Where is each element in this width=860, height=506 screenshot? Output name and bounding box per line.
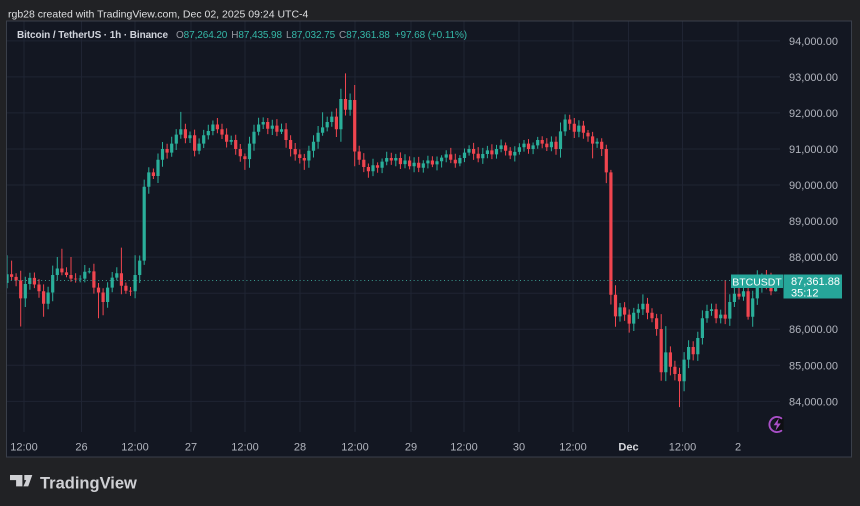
svg-text:94,000.00: 94,000.00 bbox=[789, 36, 838, 48]
svg-text:12:00: 12:00 bbox=[10, 442, 38, 454]
svg-text:91,000.00: 91,000.00 bbox=[789, 144, 838, 156]
svg-text:87,361.88: 87,361.88 bbox=[791, 276, 840, 288]
svg-text:2: 2 bbox=[735, 442, 741, 454]
svg-text:Bitcoin / TetherUS · 1h · Bina: Bitcoin / TetherUS · 1h · Binance O87,264… bbox=[17, 30, 467, 41]
svg-text:BTCUSDT: BTCUSDT bbox=[732, 277, 782, 289]
svg-text:12:00: 12:00 bbox=[669, 442, 697, 454]
svg-text:12:00: 12:00 bbox=[341, 442, 369, 454]
svg-text:90,000.00: 90,000.00 bbox=[789, 180, 838, 192]
svg-text:27: 27 bbox=[185, 442, 197, 454]
svg-text:35:12: 35:12 bbox=[791, 288, 819, 300]
svg-text:85,000.00: 85,000.00 bbox=[789, 360, 838, 372]
svg-text:29: 29 bbox=[405, 442, 417, 454]
svg-text:rgb28 created with TradingView: rgb28 created with TradingView.com, Dec … bbox=[8, 9, 309, 21]
svg-text:86,000.00: 86,000.00 bbox=[789, 324, 838, 336]
svg-text:Dec: Dec bbox=[618, 442, 638, 454]
svg-text:12:00: 12:00 bbox=[231, 442, 259, 454]
svg-text:28: 28 bbox=[294, 442, 306, 454]
svg-text:84,000.00: 84,000.00 bbox=[789, 396, 838, 408]
svg-text:88,000.00: 88,000.00 bbox=[789, 252, 838, 264]
svg-text:30: 30 bbox=[513, 442, 525, 454]
svg-text:92,000.00: 92,000.00 bbox=[789, 108, 838, 120]
svg-text:12:00: 12:00 bbox=[121, 442, 149, 454]
svg-text:26: 26 bbox=[75, 442, 87, 454]
svg-text:89,000.00: 89,000.00 bbox=[789, 216, 838, 228]
svg-text:TradingView: TradingView bbox=[40, 475, 137, 493]
svg-text:93,000.00: 93,000.00 bbox=[789, 72, 838, 84]
svg-text:12:00: 12:00 bbox=[559, 442, 587, 454]
svg-text:12:00: 12:00 bbox=[450, 442, 478, 454]
